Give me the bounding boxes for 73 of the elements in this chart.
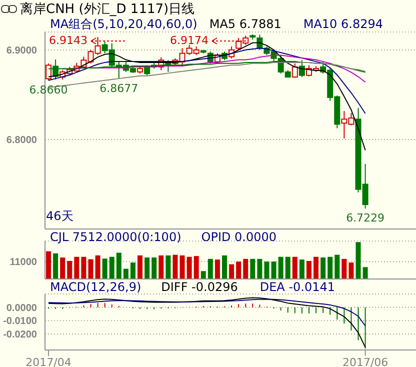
chart-title: 离岸CNH (外汇_D 1117)日线 xyxy=(20,1,195,18)
bar xyxy=(116,252,122,279)
candlestick xyxy=(292,63,298,78)
bar xyxy=(186,256,192,279)
y-tick-label: 6.8000 xyxy=(6,135,38,146)
bar xyxy=(88,259,94,279)
chart-title: MACD(12,26,9) xyxy=(50,280,142,294)
annotation: 6.7229 xyxy=(346,211,385,224)
bar xyxy=(172,254,178,279)
bar xyxy=(200,271,206,279)
bar xyxy=(194,256,199,279)
bar xyxy=(67,260,72,279)
bar xyxy=(130,262,136,279)
x-tick-label: 2017/06 xyxy=(342,356,388,367)
bar xyxy=(46,251,51,279)
bar xyxy=(257,258,262,279)
bar xyxy=(166,255,171,279)
bar xyxy=(180,255,185,279)
bar xyxy=(285,256,290,279)
y-tick-label: -0.0100 xyxy=(3,316,38,328)
y-tick-label: 6.9000 xyxy=(6,45,38,56)
x-tick-label: 2017/04 xyxy=(26,356,72,367)
text: MA10 6.8294 xyxy=(303,17,383,31)
bar xyxy=(334,254,340,279)
bar xyxy=(271,262,276,279)
bar xyxy=(278,256,284,279)
chart-title: CJL 7512.0000(0:100) xyxy=(50,230,182,244)
annotation: 46天 xyxy=(46,208,74,225)
bar xyxy=(74,256,80,279)
bar xyxy=(158,255,164,279)
y-tick-label: -0.0200 xyxy=(3,330,38,341)
series-label: DEA -0.0141 xyxy=(260,280,336,294)
annotation: 6.9174 xyxy=(170,34,208,47)
bar xyxy=(320,257,326,279)
bar xyxy=(214,260,220,279)
bar xyxy=(123,268,128,279)
bar xyxy=(342,258,347,279)
bar xyxy=(208,258,213,279)
line-series xyxy=(48,298,366,326)
bar xyxy=(250,258,256,279)
chart-subtitle: OPID 0.0000 xyxy=(201,230,277,244)
candlestick xyxy=(46,63,52,81)
bar xyxy=(53,253,58,279)
bar xyxy=(292,256,298,279)
annotation: 6.8677 xyxy=(100,82,138,95)
line-series xyxy=(48,297,366,348)
bar xyxy=(152,257,157,279)
bar xyxy=(362,267,368,279)
bar xyxy=(109,256,114,279)
bar xyxy=(229,264,234,279)
series-label: MA5 6.7881 xyxy=(209,17,282,31)
bar xyxy=(81,256,86,279)
bar xyxy=(60,257,66,279)
bar xyxy=(222,255,227,279)
y-tick-label: 11000 xyxy=(10,257,38,268)
bar xyxy=(144,257,150,279)
annotation: 6.9143 xyxy=(49,34,88,47)
bar xyxy=(299,260,304,279)
bar xyxy=(306,260,312,279)
annotation: 6.8660 xyxy=(29,83,68,96)
bar xyxy=(102,258,108,279)
bar xyxy=(348,262,354,279)
bar xyxy=(236,262,242,279)
series-label: DIFF -0.0296 xyxy=(161,280,238,294)
y-tick-label: 0.0000 xyxy=(6,302,38,314)
bar xyxy=(95,255,100,279)
bar xyxy=(243,258,248,279)
bar xyxy=(314,256,319,279)
bar xyxy=(356,242,361,279)
bar xyxy=(138,255,143,279)
chart-subtitle: MA组合(5,10,20,40,60,0) xyxy=(50,17,198,31)
bar xyxy=(264,262,270,279)
bar xyxy=(328,256,333,279)
